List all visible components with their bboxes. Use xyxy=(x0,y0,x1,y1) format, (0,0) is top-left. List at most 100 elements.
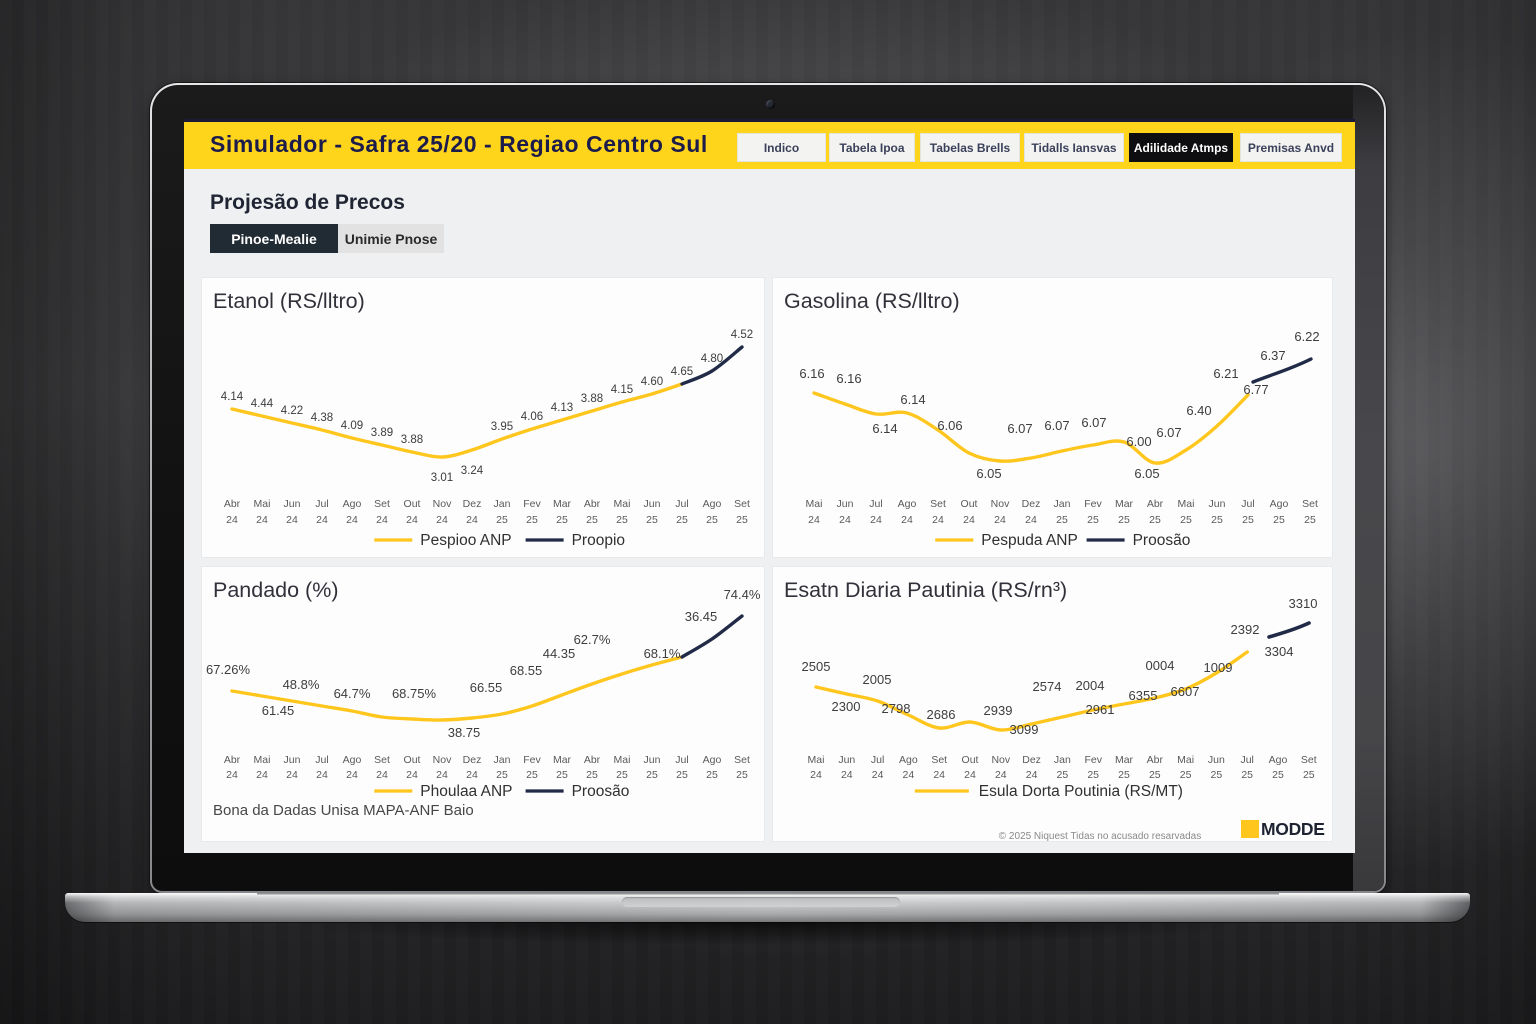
svg-text:Esula Dorta Poutinia (RS/MT): Esula Dorta Poutinia (RS/MT) xyxy=(979,783,1183,800)
svg-text:Dez: Dez xyxy=(463,754,482,766)
svg-text:6.07: 6.07 xyxy=(1081,415,1106,430)
svg-text:4.15: 4.15 xyxy=(611,384,633,396)
svg-text:Dez: Dez xyxy=(1022,754,1041,766)
svg-text:© 2025 Niquest Tidas no acusad: © 2025 Niquest Tidas no acusado resarvad… xyxy=(999,831,1202,841)
svg-text:Ago: Ago xyxy=(1269,754,1288,766)
svg-text:24: 24 xyxy=(466,514,478,526)
svg-text:Ago: Ago xyxy=(343,754,362,766)
svg-text:Dez: Dez xyxy=(1022,498,1041,510)
svg-text:Jun: Jun xyxy=(284,498,301,510)
svg-text:Jul: Jul xyxy=(869,498,882,510)
svg-text:25: 25 xyxy=(586,514,598,526)
svg-text:25: 25 xyxy=(1304,514,1316,526)
svg-text:Ago: Ago xyxy=(1270,498,1289,510)
svg-text:25: 25 xyxy=(646,514,658,526)
svg-text:Set: Set xyxy=(1302,498,1318,510)
svg-text:6.07: 6.07 xyxy=(1044,418,1069,433)
svg-text:Set: Set xyxy=(1301,754,1317,766)
svg-text:Nov: Nov xyxy=(991,754,1010,766)
svg-text:25: 25 xyxy=(556,769,568,781)
svg-text:24: 24 xyxy=(286,769,298,781)
svg-text:24: 24 xyxy=(376,514,388,526)
svg-text:Mar: Mar xyxy=(1115,754,1134,766)
svg-text:Jul: Jul xyxy=(675,498,688,510)
svg-text:24: 24 xyxy=(963,514,975,526)
svg-text:Mai: Mai xyxy=(1177,754,1194,766)
svg-text:25: 25 xyxy=(736,769,748,781)
svg-text:6.05: 6.05 xyxy=(1134,466,1159,481)
svg-text:24: 24 xyxy=(466,769,478,781)
svg-text:24: 24 xyxy=(810,769,822,781)
svg-text:38.75: 38.75 xyxy=(448,725,481,740)
svg-text:4.09: 4.09 xyxy=(341,420,363,432)
svg-text:6.22: 6.22 xyxy=(1294,329,1319,344)
svg-text:2574: 2574 xyxy=(1033,679,1062,694)
svg-text:25: 25 xyxy=(1211,514,1223,526)
svg-text:Set: Set xyxy=(374,754,390,766)
svg-text:24: 24 xyxy=(436,769,448,781)
svg-text:6.37: 6.37 xyxy=(1260,348,1285,363)
svg-text:Set: Set xyxy=(374,498,390,510)
svg-text:Mai: Mai xyxy=(1178,498,1195,510)
svg-text:6607: 6607 xyxy=(1171,684,1200,699)
svg-text:4.14: 4.14 xyxy=(221,391,244,403)
svg-text:Mai: Mai xyxy=(254,754,271,766)
svg-text:Nov: Nov xyxy=(433,754,452,766)
svg-text:24: 24 xyxy=(1026,769,1038,781)
svg-text:6.77: 6.77 xyxy=(1243,382,1268,397)
svg-text:Abr: Abr xyxy=(1147,498,1164,510)
svg-text:25: 25 xyxy=(1087,769,1099,781)
svg-text:25: 25 xyxy=(1180,769,1192,781)
svg-text:Jul: Jul xyxy=(315,498,328,510)
svg-text:2798: 2798 xyxy=(882,701,911,716)
svg-text:25: 25 xyxy=(1057,769,1069,781)
svg-text:Jun: Jun xyxy=(284,754,301,766)
svg-text:24: 24 xyxy=(839,514,851,526)
svg-text:24: 24 xyxy=(286,514,298,526)
svg-text:24: 24 xyxy=(226,514,238,526)
svg-text:Abr: Abr xyxy=(224,754,241,766)
svg-text:24: 24 xyxy=(933,769,945,781)
svg-text:25: 25 xyxy=(676,769,688,781)
svg-text:3.89: 3.89 xyxy=(371,427,393,439)
svg-text:Ago: Ago xyxy=(898,498,917,510)
svg-text:4.06: 4.06 xyxy=(521,411,543,423)
svg-text:2004: 2004 xyxy=(1076,678,1105,693)
svg-text:3.24: 3.24 xyxy=(461,465,484,477)
svg-text:6.21: 6.21 xyxy=(1213,366,1238,381)
svg-text:Ago: Ago xyxy=(703,498,722,510)
svg-text:4.44: 4.44 xyxy=(251,398,274,410)
svg-text:3.88: 3.88 xyxy=(401,434,423,446)
svg-text:Jun: Jun xyxy=(1208,754,1225,766)
svg-text:2686: 2686 xyxy=(927,707,956,722)
svg-text:Jan: Jan xyxy=(494,498,511,510)
svg-text:Jul: Jul xyxy=(315,754,328,766)
svg-text:3.01: 3.01 xyxy=(431,472,453,484)
svg-text:Jul: Jul xyxy=(871,754,884,766)
svg-text:25: 25 xyxy=(526,769,538,781)
svg-text:3099: 3099 xyxy=(1010,722,1039,737)
svg-text:6.16: 6.16 xyxy=(836,371,861,386)
svg-text:4.22: 4.22 xyxy=(281,405,303,417)
svg-text:Jun: Jun xyxy=(838,754,855,766)
svg-text:3.88: 3.88 xyxy=(581,393,603,405)
svg-text:24: 24 xyxy=(346,769,358,781)
svg-text:Mar: Mar xyxy=(553,498,572,510)
svg-text:24: 24 xyxy=(995,769,1007,781)
svg-text:3.95: 3.95 xyxy=(491,421,513,433)
svg-text:Mai: Mai xyxy=(614,754,631,766)
svg-text:67.26%: 67.26% xyxy=(206,662,251,677)
svg-text:Proosão: Proosão xyxy=(1133,532,1191,549)
svg-text:Abr: Abr xyxy=(584,498,601,510)
svg-text:24: 24 xyxy=(841,769,853,781)
svg-text:Fev: Fev xyxy=(523,754,541,766)
svg-text:24: 24 xyxy=(932,514,944,526)
svg-text:24: 24 xyxy=(226,769,238,781)
svg-text:0004: 0004 xyxy=(1146,658,1175,673)
svg-text:Jun: Jun xyxy=(1209,498,1226,510)
svg-text:3304: 3304 xyxy=(1265,644,1294,659)
svg-text:Jul: Jul xyxy=(1241,498,1254,510)
svg-text:Ago: Ago xyxy=(703,754,722,766)
svg-text:25: 25 xyxy=(1180,514,1192,526)
svg-text:Esatn Diaria Pautinia (RS/rn³): Esatn Diaria Pautinia (RS/rn³) xyxy=(784,578,1067,602)
